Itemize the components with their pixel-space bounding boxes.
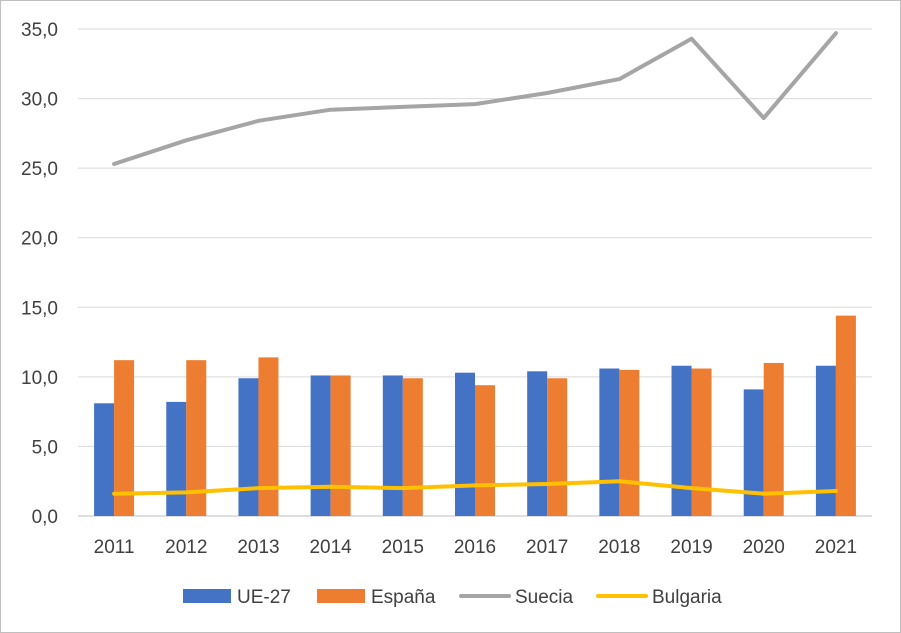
bar-ue-27-2018 <box>599 368 620 516</box>
x-tick-label: 2021 <box>815 537 857 558</box>
bar-espa-a-2015 <box>402 378 423 516</box>
bar-espa-a-2014 <box>330 375 351 516</box>
x-tick-label: 2018 <box>598 537 640 558</box>
x-tick-label: 2013 <box>237 537 279 558</box>
bar-ue-27-2012 <box>166 401 187 516</box>
bar-espa-a-2012 <box>186 360 207 516</box>
bar-ue-27-2020 <box>743 389 764 516</box>
bar-espa-a-2019 <box>691 368 712 516</box>
bar-espa-a-2011 <box>114 360 135 516</box>
bar-ue-27-2013 <box>238 378 259 516</box>
legend-label-bulgaria: Bulgaria <box>652 587 722 608</box>
bar-espa-a-2016 <box>475 385 495 516</box>
bar-ue-27-2016 <box>455 372 475 516</box>
bar-espa-a-2020 <box>763 362 784 516</box>
line-bulgaria <box>112 479 838 496</box>
legend-swatch-espa-a <box>317 589 365 603</box>
y-tick-label: 30,0 <box>21 90 58 111</box>
legend-label-ue-27: UE-27 <box>237 587 291 608</box>
x-tick-label: 2020 <box>743 537 785 558</box>
x-tick-label: 2017 <box>526 537 568 558</box>
bar-ue-27-2021 <box>815 365 836 516</box>
bar-ue-27-2017 <box>527 371 548 516</box>
legend-label-espa-a: España <box>371 587 436 608</box>
bar-espa-a-2018 <box>619 369 640 516</box>
bar-espa-a-2017 <box>547 378 568 516</box>
y-tick-label: 0,0 <box>32 507 58 528</box>
y-tick-label: 10,0 <box>21 368 58 389</box>
bar-ue-27-2019 <box>671 365 692 516</box>
bar-ue-27-2015 <box>382 375 403 516</box>
line-suecia <box>112 31 838 166</box>
bar-espa-a-2013 <box>258 357 279 516</box>
legend-swatch-ue-27 <box>183 589 231 603</box>
y-tick-label: 15,0 <box>21 298 58 319</box>
bar-ue-27-2011 <box>94 403 115 516</box>
bar-ue-27-2014 <box>310 375 331 516</box>
y-tick-label: 25,0 <box>21 159 58 180</box>
x-tick-label: 2012 <box>165 537 207 558</box>
x-tick-label: 2014 <box>309 537 352 558</box>
x-tick-label: 2011 <box>94 537 135 558</box>
y-tick-label: 5,0 <box>32 437 58 458</box>
bar-espa-a-2021 <box>835 315 856 516</box>
x-tick-label: 2016 <box>454 537 496 558</box>
x-tick-label: 2019 <box>670 537 712 558</box>
y-tick-label: 35,0 <box>21 20 58 41</box>
legend-label-suecia: Suecia <box>515 587 574 608</box>
y-tick-label: 20,0 <box>21 229 58 250</box>
x-tick-label: 2015 <box>382 537 424 558</box>
